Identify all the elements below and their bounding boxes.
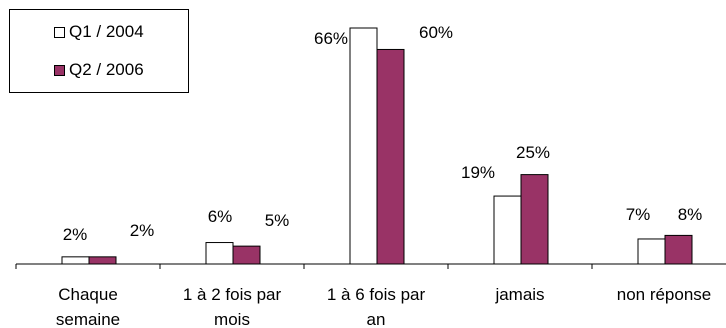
category-label: 1 à 2 fois par — [183, 285, 282, 304]
bar-q2-2006 — [664, 234, 693, 265]
category-label: jamais — [494, 285, 544, 304]
legend-label-q2: Q2 / 2006 — [69, 60, 144, 79]
bar-q2-2006 — [232, 245, 261, 265]
category-label: semaine — [56, 310, 120, 328]
data-label: 2% — [63, 225, 88, 244]
legend-label-q1: Q1 / 2004 — [69, 22, 144, 41]
legend-item-q1-2004: Q1 / 2004 — [54, 22, 144, 42]
data-label: 25% — [516, 143, 550, 162]
category-label: 1 à 6 fois par — [327, 285, 426, 304]
legend-swatch-q1 — [54, 26, 65, 38]
data-label: 2% — [130, 221, 155, 240]
category-label: mois — [214, 310, 250, 328]
legend-item-q2-2006: Q2 / 2006 — [54, 60, 144, 80]
data-label: 7% — [626, 205, 651, 224]
bar-q1-2004 — [637, 238, 666, 265]
category-label: Chaque — [58, 285, 118, 304]
data-label: 5% — [265, 211, 290, 230]
legend: Q1 / 2004 Q2 / 2006 — [9, 9, 189, 93]
data-label: 66% — [314, 29, 348, 48]
data-label: 6% — [208, 207, 233, 226]
category-label: non réponse — [617, 285, 712, 304]
legend-swatch-q2 — [54, 64, 65, 76]
bar-q1-2004 — [349, 27, 378, 265]
bar-q1-2004 — [205, 242, 234, 265]
category-label: an — [367, 310, 386, 328]
bar-q2-2006 — [88, 256, 117, 265]
data-label: 19% — [461, 163, 495, 182]
bar-q1-2004 — [493, 195, 522, 265]
data-label: 60% — [419, 23, 453, 42]
bar-q2-2006 — [376, 48, 405, 265]
data-label: 8% — [678, 205, 703, 224]
bar-q1-2004 — [61, 256, 90, 265]
bar-q2-2006 — [520, 174, 549, 265]
